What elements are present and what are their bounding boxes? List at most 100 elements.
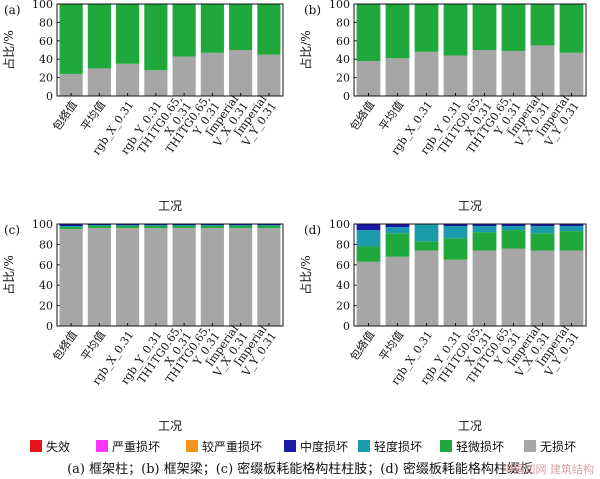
- legend-swatch: [358, 440, 370, 452]
- bar-segment: [144, 228, 168, 326]
- bar-segment: [172, 225, 196, 227]
- bar-segment: [200, 4, 224, 53]
- y-axis-label: 占比/%: [298, 255, 313, 294]
- y-tick-label: 40: [39, 53, 53, 66]
- x-tick-label: 平均值: [79, 99, 109, 133]
- bar-segment: [229, 50, 253, 96]
- y-tick-label: 20: [39, 72, 53, 85]
- bar-segment: [385, 233, 410, 257]
- legend-item-none: 无损坏: [524, 438, 576, 454]
- bar-segment: [87, 225, 111, 227]
- bar-segment: [530, 224, 555, 227]
- bar-segment: [414, 4, 439, 52]
- x-tick-label-line: 包络值: [347, 328, 377, 363]
- bar-segment: [59, 4, 83, 74]
- bar-segment: [200, 225, 224, 227]
- y-tick-label: 0: [343, 320, 350, 333]
- legend-swatch: [30, 440, 42, 452]
- bar-segment: [501, 230, 526, 249]
- bar-segment: [559, 250, 584, 326]
- bar-segment: [116, 228, 140, 326]
- bar-segment: [356, 246, 381, 262]
- legend-swatch: [440, 440, 452, 452]
- y-tick-label: 100: [329, 218, 350, 231]
- y-tick-label: 60: [336, 259, 350, 272]
- bar-segment: [443, 259, 468, 326]
- bar-segment: [144, 226, 168, 229]
- panel-label: (a): [4, 3, 21, 17]
- x-axis-label: 工况: [458, 199, 482, 213]
- bar-segment: [501, 50, 526, 96]
- bar-segment: [356, 224, 381, 231]
- bar-segment: [87, 228, 111, 326]
- x-axis-label: 工况: [458, 419, 482, 433]
- legend-label: 失效: [46, 439, 71, 454]
- bar-segment: [172, 224, 196, 226]
- legend-item-fairly-severe: 较严重损坏: [186, 438, 262, 454]
- bar-segment: [530, 250, 555, 326]
- y-tick-label: 60: [336, 35, 350, 48]
- x-tick-label: 包络值: [49, 328, 79, 363]
- y-tick-label: 40: [336, 53, 350, 66]
- chart-panel-a: (a)占比/%020406080100包络值平均值rgb_X_0.31rgb_Y…: [1, 0, 284, 213]
- y-tick-label: 20: [336, 300, 350, 313]
- bar-segment: [443, 224, 468, 227]
- bar-segment: [229, 224, 253, 226]
- bar-segment: [200, 228, 224, 326]
- x-tick-label: 包络值: [49, 98, 79, 133]
- bar-segment: [116, 224, 140, 226]
- y-axis-label: 占比/%: [1, 255, 16, 294]
- y-tick-label: 80: [39, 16, 53, 29]
- bar-segment: [144, 4, 168, 71]
- bar-segment: [116, 63, 140, 96]
- bar-segment: [356, 61, 381, 96]
- bar-segment: [59, 226, 83, 228]
- bar-segment: [356, 261, 381, 326]
- y-tick-label: 40: [39, 279, 53, 292]
- bar-segment: [172, 4, 196, 57]
- bar-segment: [116, 225, 140, 227]
- legend-item-severe: 严重损坏: [96, 438, 160, 454]
- bar-segment: [356, 230, 381, 247]
- legend-swatch: [186, 440, 198, 452]
- x-tick-label: 平均值: [377, 99, 407, 133]
- bar-segment: [559, 4, 584, 53]
- bar-segment: [385, 256, 410, 326]
- y-tick-label: 100: [32, 218, 53, 231]
- bar-segment: [200, 226, 224, 229]
- bar-segment: [172, 226, 196, 229]
- y-tick-label: 60: [39, 35, 53, 48]
- x-tick-label-line: 包络值: [347, 98, 377, 133]
- bar-segment: [472, 250, 497, 326]
- legend-item-moderate: 中度损坏: [284, 438, 348, 454]
- legend-item-failure: 失效: [30, 438, 70, 454]
- bar-segment: [59, 73, 83, 96]
- x-tick-label-line: 平均值: [79, 99, 109, 133]
- chart-panel-c: (c)占比/%020406080100包络值平均值rgb_X_0.31rgb_Y…: [1, 218, 284, 433]
- x-tick-label: 包络值: [347, 98, 377, 133]
- legend-label: 较严重损坏: [202, 439, 263, 454]
- bar-segment: [144, 225, 168, 227]
- bar-segment: [229, 4, 253, 50]
- plot-frame: [56, 3, 284, 97]
- bar-segment: [385, 4, 410, 59]
- legend-swatch: [96, 440, 108, 452]
- x-tick-label: 平均值: [377, 329, 407, 363]
- bar-segment: [257, 225, 281, 227]
- x-tick-label-line: 平均值: [377, 329, 407, 363]
- plot-frame: [353, 3, 587, 97]
- y-tick-label: 80: [336, 238, 350, 251]
- y-tick-label: 20: [336, 72, 350, 85]
- bar-segment: [257, 4, 281, 55]
- bar-segment: [257, 228, 281, 326]
- panel-label: (c): [4, 223, 20, 237]
- y-tick-label: 100: [32, 0, 53, 11]
- bar-segment: [559, 226, 584, 232]
- bar-segment: [356, 4, 381, 62]
- bar-segment: [472, 226, 497, 233]
- bar-segment: [385, 227, 410, 234]
- bar-segment: [443, 55, 468, 96]
- x-tick-label-line: 平均值: [79, 329, 109, 363]
